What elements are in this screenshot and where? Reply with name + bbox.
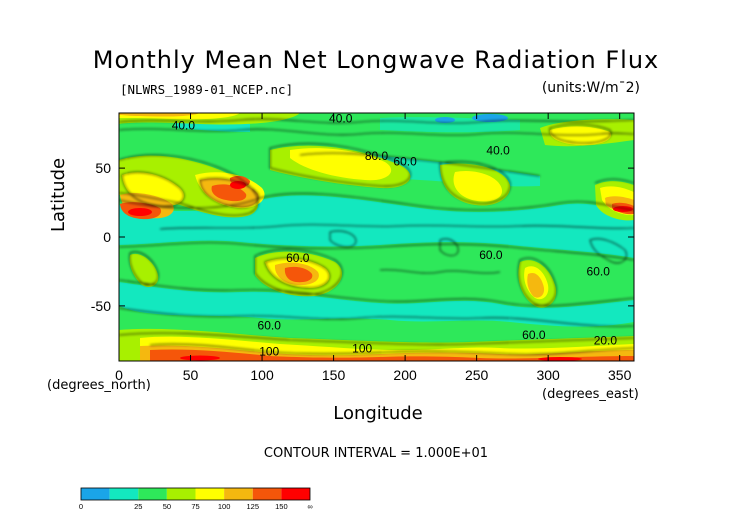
contour-label: 20.0 xyxy=(594,333,618,347)
heatmap-field: 40.0 40.0 80.0 60.0 40.0 60.0 60.0 60.0 60.0 60.0… xyxy=(119,112,634,361)
contour-label: 100 xyxy=(352,342,372,356)
x-tick-label: 0 xyxy=(115,367,123,383)
contour-label: 100 xyxy=(259,344,279,358)
contour-interval-note: CONTOUR INTERVAL = 1.000E+01 xyxy=(263,446,489,461)
units-label: (units:W/m¯2) xyxy=(541,80,640,96)
x-tick-label: 300 xyxy=(536,367,560,383)
x-tick-label: 250 xyxy=(465,367,489,383)
red-zones xyxy=(128,181,633,361)
contour-label: 60.0 xyxy=(587,265,611,279)
x-axis: 0 50 100 150 200 250 300 350 xyxy=(115,113,632,383)
contour-label: 60.0 xyxy=(522,328,546,342)
y-tick-label: -50 xyxy=(91,298,111,314)
y-axis-title: Latitude xyxy=(48,157,69,232)
x-tick-label: 350 xyxy=(608,367,632,383)
x-tick-label: 200 xyxy=(393,367,417,383)
contour-label: 60.0 xyxy=(286,251,310,265)
x-axis-unit: (degrees_east) xyxy=(542,387,639,402)
x-tick-label: 50 xyxy=(183,367,199,383)
x-tick-label: 150 xyxy=(322,367,346,383)
contour-label: 40.0 xyxy=(486,143,510,157)
y-tick-label: 0 xyxy=(103,229,111,245)
chart-title: Monthly Mean Net Longwave Radiation Flux xyxy=(92,46,660,74)
contour-label: 60.0 xyxy=(258,318,282,332)
y-axis-unit: (degrees_north) xyxy=(47,378,151,393)
contour-label: 60.0 xyxy=(479,248,503,262)
file-label: [NLWRS_1989-01_NCEP.nc] xyxy=(120,82,294,97)
x-tick-label: 100 xyxy=(250,367,274,383)
contour-labels: 40.0 40.0 80.0 60.0 40.0 60.0 60.0 60.0 60.0 60.0… xyxy=(172,112,618,358)
y-axis: -50 0 50 xyxy=(91,160,634,314)
y-tick-label: 50 xyxy=(95,160,111,176)
contour-lines xyxy=(119,118,634,355)
contour-label: 40.0 xyxy=(172,119,196,133)
contour-label: 40.0 xyxy=(329,112,353,126)
contour-label: 80.0 xyxy=(365,149,389,163)
contour-label: 60.0 xyxy=(393,154,417,168)
x-axis-title: Longitude xyxy=(333,403,423,424)
